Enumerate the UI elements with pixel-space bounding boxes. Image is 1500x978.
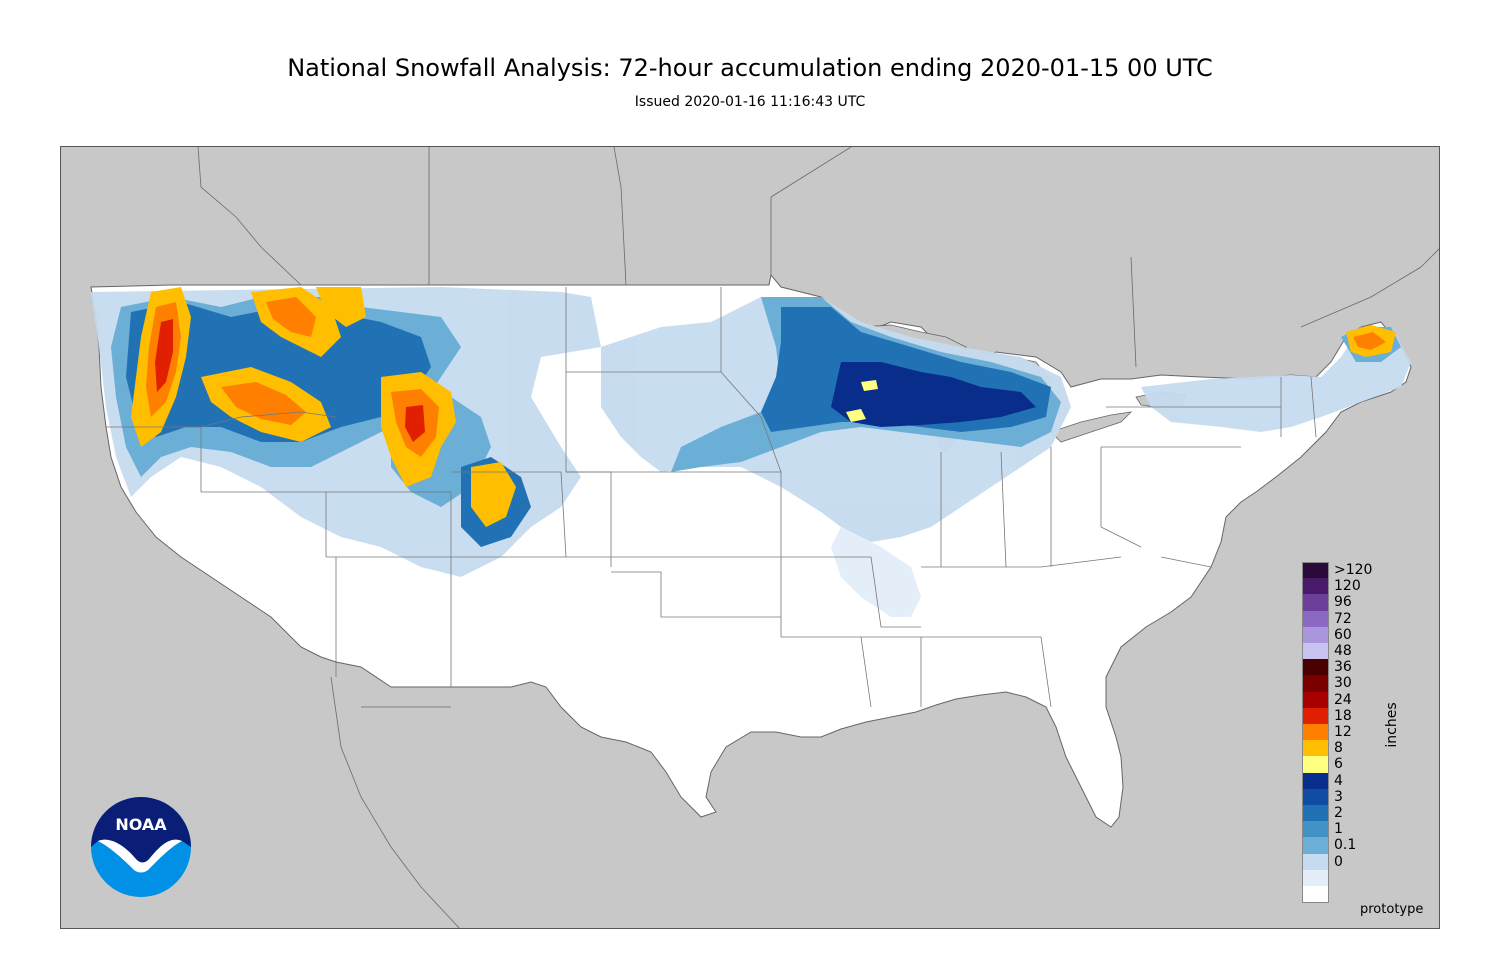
legend-swatch bbox=[1302, 578, 1329, 596]
state-boundaries bbox=[106, 287, 1317, 708]
noaa-logo: NOAA bbox=[90, 796, 192, 898]
legend-swatch bbox=[1302, 740, 1329, 758]
legend-swatch bbox=[1302, 643, 1329, 660]
legend-label: 8 bbox=[1334, 740, 1343, 757]
legend-label: 60 bbox=[1334, 626, 1352, 643]
noaa-emblem-icon: NOAA bbox=[91, 797, 191, 897]
map-title: National Snowfall Analysis: 72-hour accu… bbox=[287, 54, 1213, 82]
legend-swatch bbox=[1302, 610, 1329, 628]
legend-swatch bbox=[1302, 821, 1329, 839]
legend-label: 96 bbox=[1334, 594, 1352, 611]
snow-heavy-warm bbox=[131, 287, 1396, 527]
snowfall-map bbox=[60, 146, 1440, 929]
lake-erie bbox=[1050, 411, 1133, 443]
legend-swatch bbox=[1302, 594, 1329, 612]
legend-swatch bbox=[1302, 724, 1329, 741]
legend-label: 2 bbox=[1334, 805, 1343, 821]
legend-label: 4 bbox=[1334, 772, 1343, 789]
legend-label: 18 bbox=[1334, 707, 1352, 724]
legend-swatch bbox=[1302, 886, 1329, 903]
outside-boundaries bbox=[197, 147, 1439, 928]
legend-label: 0.1 bbox=[1334, 837, 1357, 854]
noaa-logo-text: NOAA bbox=[115, 815, 167, 834]
legend-label: >120 bbox=[1334, 562, 1373, 578]
map-canvas bbox=[61, 147, 1439, 928]
legend-label: 30 bbox=[1334, 675, 1352, 692]
legend-swatch bbox=[1302, 788, 1329, 806]
legend-swatch bbox=[1302, 691, 1329, 709]
issued-timestamp: Issued 2020-01-16 11:16:43 UTC bbox=[634, 94, 866, 110]
legend-label: 12 bbox=[1334, 724, 1352, 740]
legend-label: 36 bbox=[1334, 659, 1352, 676]
legend-label: 120 bbox=[1334, 578, 1361, 595]
legend-label: 24 bbox=[1334, 691, 1352, 708]
legend-label: 6 bbox=[1334, 756, 1343, 773]
legend-swatch bbox=[1302, 562, 1329, 579]
legend-label: 1 bbox=[1334, 821, 1343, 838]
legend-swatch bbox=[1302, 837, 1329, 855]
legend-swatch bbox=[1302, 756, 1329, 774]
legend-swatch bbox=[1302, 772, 1329, 790]
legend-swatch bbox=[1302, 675, 1329, 693]
legend-swatch bbox=[1302, 707, 1329, 725]
legend-swatch bbox=[1302, 869, 1329, 887]
legend-label: 48 bbox=[1334, 643, 1352, 659]
legend-label: 0 bbox=[1334, 853, 1343, 870]
legend-swatch bbox=[1302, 659, 1329, 677]
legend-swatch bbox=[1302, 805, 1329, 822]
legend-swatch bbox=[1302, 853, 1329, 871]
prototype-note: prototype bbox=[1360, 902, 1424, 917]
legend-label: 72 bbox=[1334, 610, 1352, 627]
legend-swatch bbox=[1302, 626, 1329, 644]
legend-label: 3 bbox=[1334, 788, 1343, 805]
snow-heavy-blue bbox=[126, 302, 1051, 547]
units-label: inches bbox=[1384, 702, 1400, 748]
